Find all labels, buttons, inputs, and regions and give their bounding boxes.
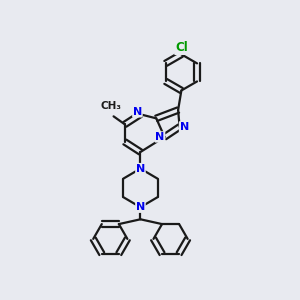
Text: N: N bbox=[133, 107, 142, 117]
Text: N: N bbox=[136, 164, 145, 174]
Text: CH₃: CH₃ bbox=[100, 101, 122, 111]
Text: Cl: Cl bbox=[175, 41, 188, 54]
Text: N: N bbox=[136, 202, 145, 212]
Text: N: N bbox=[155, 132, 165, 142]
Text: N: N bbox=[179, 122, 189, 132]
